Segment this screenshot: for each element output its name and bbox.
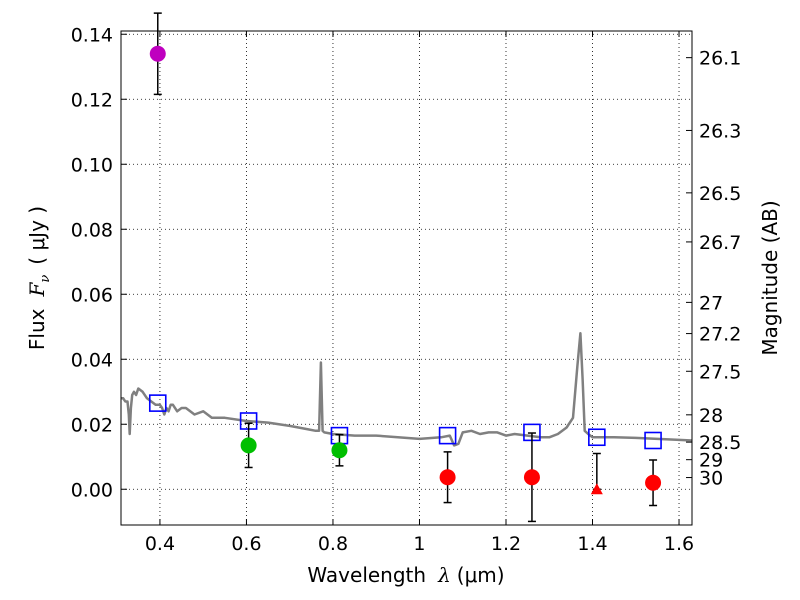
y-tick-label: 0.00 (71, 479, 113, 501)
y2-tick-label: 29 (699, 450, 723, 472)
model-photometry-square (438, 426, 457, 445)
x-axis-title: Wavelength λ (μm) (307, 563, 504, 587)
y-tick-label: 0.06 (71, 284, 113, 306)
y2-tick-label: 27.5 (699, 361, 741, 383)
plot-background (121, 31, 692, 525)
y-tick-label: 0.14 (71, 24, 113, 46)
model-photometry-square (644, 431, 662, 450)
x-axis: 0.4 0.6 0.8 1 1.2 1.4 1.6 (145, 31, 694, 555)
y2-tick-label: 30 (699, 468, 723, 490)
x-tick-label: 1.6 (664, 533, 694, 555)
observed-point (645, 474, 662, 491)
plot-frame (120, 30, 693, 526)
y2-axis-title: Magnitude (AB) (758, 200, 782, 355)
y2-tick-label: 28 (699, 405, 723, 427)
y2-tick-label: 27.2 (699, 324, 741, 346)
x-tick-label: 0.4 (145, 533, 175, 555)
y2-tick-label: 26.5 (699, 183, 741, 205)
model-photometry-square (588, 428, 606, 447)
x-tick-label: 1 (413, 533, 425, 555)
y-axis-left: 0.00 0.02 0.04 0.06 0.08 0.10 0.12 0.14 (71, 24, 127, 501)
observed-point (331, 442, 348, 459)
observed-point (523, 469, 540, 486)
x-tick-label: 0.8 (318, 533, 348, 555)
y2-tick-label: 26.3 (699, 120, 741, 142)
upper-limit-triangle (590, 483, 603, 495)
model-photometry-square (148, 394, 167, 412)
y2-tick-label: 27 (699, 292, 723, 314)
y-tick-label: 0.04 (71, 349, 113, 371)
observed-point (240, 437, 257, 454)
observed-point (149, 45, 166, 62)
y2-tick-label: 28.5 (699, 432, 741, 454)
y2-tick-label: 26.1 (699, 48, 741, 70)
observed-point (439, 469, 456, 486)
x-tick-label: 1.4 (577, 533, 607, 555)
observed-points-layer (149, 45, 662, 495)
model-spectrum-line (121, 332, 693, 447)
y-axis-title: FluxFν( μJy ) (25, 206, 53, 350)
model-spectrum-layer (121, 332, 693, 447)
x-tick-label: 0.6 (231, 533, 261, 555)
y-tick-label: 0.08 (71, 219, 113, 241)
x-tick-label: 1.2 (491, 533, 521, 555)
model-photometry-layer (148, 394, 662, 450)
y-tick-label: 0.02 (71, 414, 113, 436)
y-tick-label: 0.10 (71, 154, 113, 176)
y-tick-label: 0.12 (71, 89, 113, 111)
y2-tick-label: 26.7 (699, 232, 741, 254)
